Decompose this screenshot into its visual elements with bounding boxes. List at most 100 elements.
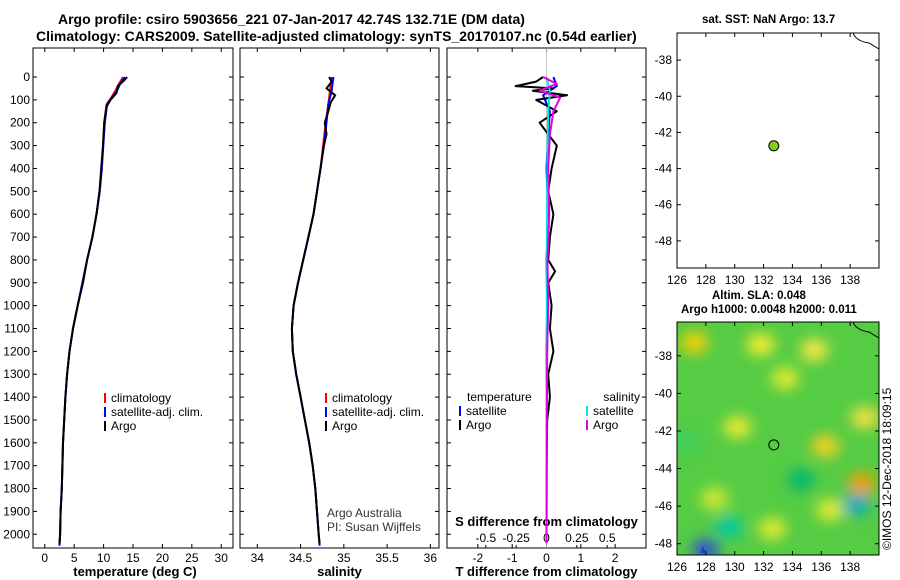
lat-tick-label: -44 [655,162,673,176]
differences-panel: -2 -1 0 1 2-0.5 -0.25 0 0.25 0.5S difference fro… [446,47,647,579]
lon-tick-label: 130 [725,273,745,287]
figure-title-line1: Argo profile: csiro 5903656_221 07-Jan-2… [58,11,525,27]
lon-tick-label: 132 [754,273,774,287]
legend-label: Argo [111,419,137,433]
x-tick-label: 1 [577,551,584,565]
depth-tick-label: 1900 [3,504,30,518]
credit-argo-australia: Argo Australia [327,506,402,520]
sla-blob [787,468,816,491]
sla-map-frame [676,321,880,556]
sla-low-marker [700,546,706,553]
sla-map-subtitle: Argo h1000: 0.0048 h2000: 0.011 [681,304,857,316]
sla-blob [841,493,870,516]
lat-tick-label: -46 [655,198,673,212]
lat-tick-label: -42 [655,125,673,139]
legend-label: satellite-adj. clim. [111,405,203,419]
lat-tick-label: -38 [655,349,673,363]
x-tick-label: 35 [337,551,351,565]
lon-tick-label: 126 [667,273,687,287]
s-tick-label: 0.25 [565,531,589,545]
depth-tick-label: 800 [10,253,30,267]
s-tick-label: -0.25 [502,531,530,545]
lat-tick-label: -38 [655,53,673,67]
sst-map-frame [676,32,880,269]
x-tick-label: 36 [424,551,438,565]
x-tick-label: 34 [251,551,265,565]
sla-blob [746,333,775,356]
x-axis-label: temperature (deg C) [73,564,197,579]
depth-tick-label: 400 [10,161,30,175]
depth-tick-label: 0 [23,70,30,84]
sla-blob [815,498,844,521]
lon-tick-label: 138 [840,273,860,287]
argo-position-marker [768,439,780,451]
lon-tick-label: 136 [811,273,831,287]
depth-tick-label: 1500 [3,413,30,427]
x-axis-label: T difference from climatology [455,564,638,579]
legend-label: satellite [593,404,634,418]
depth-tick-label: 900 [10,276,30,290]
map-background [677,33,879,268]
depth-tick-label: 1300 [3,367,30,381]
salinity-panel: 34 34.5 35 35.5 36 salinity climatologysatelli… [239,47,440,579]
x-tick-label: 10 [97,551,111,565]
lon-tick-label: 130 [725,560,745,574]
series-argo [58,76,128,544]
x-axis-label: salinity [317,564,363,579]
sla-map-title: Altim. SLA: 0.048 [712,290,806,302]
sla-blob [700,487,729,510]
x-tick-label: -2 [473,551,484,565]
lon-tick-label: 134 [782,560,802,574]
sla-blob [850,406,879,429]
lon-tick-label: 138 [840,560,860,574]
x-tick-label: 35.5 [375,551,399,565]
sst-map-title: sat. SST: NaN Argo: 13.7 [702,14,836,26]
sla-blob [811,435,840,458]
x-tick-label: 0 [41,551,48,565]
sst-map-panel: 126 128 130 132 134 136 138 -38 -40 -42 -44 -46 -48 [655,32,880,287]
figure-title-line2: Climatology: CARS2009. Satellite-adjuste… [36,28,637,44]
x-tick-label: 20 [156,551,170,565]
x-tick-label: 34.5 [289,551,313,565]
sla-blob [771,367,800,390]
sla-blob [677,431,700,454]
depth-tick-label: 1800 [3,482,30,496]
argo-position-marker [768,140,780,152]
legend-label: satellite [466,404,507,418]
series-t-argo [514,76,569,544]
legend-label: Argo [593,418,619,432]
depth-tick-label: 300 [10,139,30,153]
depth-tick-label: 1400 [3,390,30,404]
lat-tick-label: -40 [655,89,673,103]
depth-tick-label: 500 [10,184,30,198]
depth-tick-label: 2000 [3,527,30,541]
credit-pi: PI: Susan Wijffels [327,520,421,534]
sla-blob [847,472,876,495]
sla-field [677,322,879,555]
lat-tick-label: -40 [655,386,673,400]
lat-tick-label: -44 [655,462,673,476]
depth-tick-label: 1100 [4,322,30,336]
x-tick-label: -1 [507,551,518,565]
sla-blob [723,416,752,439]
legend-label: climatology [332,391,392,405]
legend-label: Argo [332,419,358,433]
lat-tick-label: -48 [655,234,673,248]
lon-tick-label: 136 [811,560,831,574]
series-argo [290,76,337,544]
legend-label: climatology [111,391,171,405]
sla-background [677,322,879,555]
depth-tick-label: 1600 [3,436,30,450]
lon-tick-label: 128 [696,273,716,287]
lat-tick-label: -46 [655,499,673,513]
legend-label: satellite-adj. clim. [332,405,424,419]
depth-tick-label: 200 [10,116,30,130]
depth-tick-label: 100 [10,93,30,107]
legend-header-salinity: salinity [603,390,640,404]
lon-tick-label: 132 [754,560,774,574]
sla-blobs [677,331,879,555]
sla-blob [800,339,829,362]
x-tick-label: 5 [71,551,78,565]
depth-tick-label: 1000 [3,299,30,313]
x-tick-label: 0 [543,551,550,565]
